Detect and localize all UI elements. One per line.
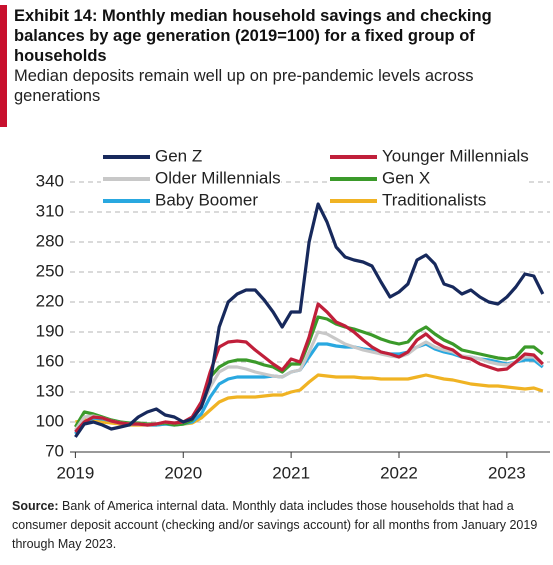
title-line: balances by age generation (2019=100) fo… <box>14 27 475 45</box>
y-tick-label: 310 <box>36 201 64 220</box>
legend-label: Gen Z <box>155 146 202 165</box>
legend-bg <box>328 192 528 210</box>
source-label: Source: <box>12 499 59 513</box>
x-tick-label: 2020 <box>164 463 202 482</box>
y-tick-label: 220 <box>36 291 64 310</box>
title-line: Exhibit 14: Monthly median household sav… <box>14 7 492 25</box>
legend-bg <box>101 170 281 188</box>
x-tick-label: 2021 <box>272 463 310 482</box>
title-line: households <box>14 47 107 65</box>
series-line <box>74 302 544 434</box>
source-note: Source: Bank of America internal data. M… <box>12 497 547 554</box>
legend-label: Gen X <box>382 168 430 187</box>
subtitle-line: generations <box>14 87 101 105</box>
y-tick-label: 100 <box>36 411 64 430</box>
x-tick-label: 2022 <box>380 463 418 482</box>
y-tick-label: 70 <box>45 441 64 460</box>
y-tick-label: 190 <box>36 321 64 340</box>
y-tick-label: 160 <box>36 351 64 370</box>
y-tick-label: 340 <box>36 171 64 190</box>
legend-label: Older Millennials <box>155 168 281 187</box>
legend-bg <box>101 148 281 166</box>
source-text: Bank of America internal data. Monthly d… <box>12 499 538 551</box>
legend-bg <box>328 170 528 188</box>
header: Exhibit 14: Monthly median household sav… <box>14 6 549 106</box>
legend-bg <box>101 192 281 210</box>
x-tick-label: 2019 <box>56 463 94 482</box>
accent-bar <box>0 5 7 127</box>
legend-label: Traditionalists <box>382 190 486 209</box>
x-tick-label: 2023 <box>488 463 526 482</box>
chart: 70 100 130 160 190 220 250 280 310 340 2019 2020 202… <box>36 146 550 482</box>
subtitle-line: Median deposits remain well up on pre-pa… <box>14 67 474 85</box>
legend-label: Baby Boomer <box>155 190 258 209</box>
y-tick-label: 250 <box>36 261 64 280</box>
y-tick-label: 280 <box>36 231 64 250</box>
series-line <box>74 202 545 438</box>
y-tick-label: 130 <box>36 381 64 400</box>
legend-label: Younger Millennials <box>382 146 529 165</box>
series-line <box>75 373 544 427</box>
legend-bg <box>328 148 528 166</box>
